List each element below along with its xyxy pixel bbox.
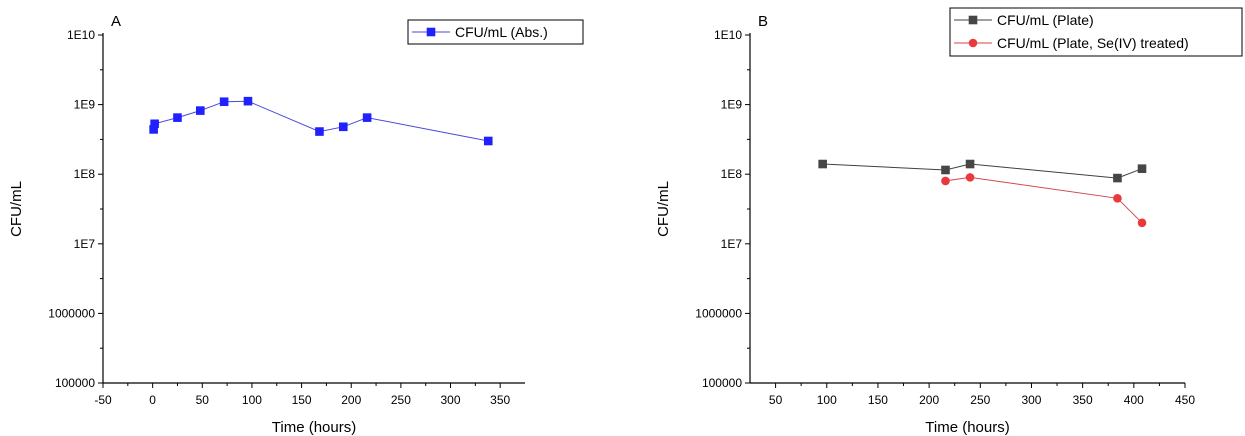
legend-marker <box>426 27 436 37</box>
y-tick-label: 1000000 <box>48 306 95 320</box>
y-tick-label: 1E9 <box>74 98 96 112</box>
x-tick-label: 450 <box>1175 393 1195 407</box>
y-tick-label: 1E8 <box>74 167 96 181</box>
data-point <box>1137 218 1147 228</box>
y-axis-title: CFU/mL <box>8 181 25 237</box>
x-tick-label: 300 <box>1021 393 1041 407</box>
data-point <box>965 159 975 169</box>
y-tick-label: 1E7 <box>721 237 743 251</box>
legend-label: CFU/mL (Plate, Se(IV) treated) <box>997 35 1189 51</box>
x-tick-label: 150 <box>292 393 312 407</box>
series-line <box>153 100 489 142</box>
legend-label: CFU/mL (Plate) <box>997 12 1094 28</box>
data-point <box>965 173 975 182</box>
x-tick-label: 0 <box>149 393 156 407</box>
data-point <box>362 113 372 122</box>
y-tick-label: 1E10 <box>714 28 742 42</box>
x-tick-label: 300 <box>441 393 461 407</box>
x-tick-label: 250 <box>970 393 990 407</box>
legend-marker <box>968 15 978 25</box>
legend: CFU/mL (Plate) CFU/mL (Plate, Se(IV) trea… <box>949 7 1243 57</box>
y-tick-label: 1000000 <box>695 306 742 320</box>
y-tick-label: 1E9 <box>721 98 743 112</box>
x-tick-label: -50 <box>94 393 112 407</box>
x-axis-title: Time (hours) <box>925 419 1009 436</box>
data-point <box>173 113 182 122</box>
data-point <box>338 122 348 132</box>
legend-label: CFU/mL (Abs.) <box>455 24 548 40</box>
panel-label: B <box>758 13 768 30</box>
y-tick-label: 1E8 <box>721 167 743 181</box>
data-point <box>243 96 253 106</box>
series-0 <box>149 96 493 146</box>
y-tick-label: 100000 <box>702 376 742 390</box>
series-1 <box>941 173 1147 228</box>
x-tick-label: 350 <box>490 393 510 407</box>
x-tick-label: 150 <box>868 393 888 407</box>
data-point <box>150 119 159 129</box>
data-point <box>219 97 229 107</box>
data-point <box>941 176 950 186</box>
x-tick-label: 200 <box>341 393 361 407</box>
data-point <box>149 125 158 134</box>
y-tick-label: 1E10 <box>67 28 95 42</box>
data-point <box>1113 173 1122 183</box>
y-tick-label: 1E7 <box>74 237 96 251</box>
series-line <box>945 176 1143 224</box>
chart-panel-b: 50 100 150 200 250 300 350 400 450 100000 1000000 1… <box>655 7 1243 436</box>
y-tick-label: 100000 <box>55 376 95 390</box>
data-point <box>941 165 950 175</box>
y-axis-title: CFU/mL <box>655 181 672 237</box>
x-tick-label: 50 <box>196 393 210 407</box>
data-point <box>1137 164 1147 173</box>
x-tick-label: 50 <box>769 393 783 407</box>
data-point <box>1113 194 1122 203</box>
legend: CFU/mL (Abs.) <box>407 19 584 45</box>
x-tick-label: 250 <box>391 393 411 407</box>
data-point <box>315 127 324 136</box>
x-tick-label: 350 <box>1073 393 1093 407</box>
x-axis-title: Time (hours) <box>272 419 356 436</box>
chart-panel-a: -50 0 50 100 150 200 250 300 350 100000 1000000 1E7… <box>8 13 584 436</box>
series-0 <box>818 159 1147 183</box>
legend-box <box>949 7 1243 57</box>
x-tick-label: 200 <box>919 393 939 407</box>
data-point <box>818 159 827 169</box>
data-point <box>483 136 493 146</box>
x-tick-label: 100 <box>817 393 837 407</box>
x-tick-label: 100 <box>242 393 262 407</box>
series-line <box>822 163 1143 179</box>
legend-marker <box>968 38 978 48</box>
data-point <box>196 106 205 115</box>
panel-label: A <box>111 13 121 30</box>
x-tick-label: 400 <box>1124 393 1144 407</box>
